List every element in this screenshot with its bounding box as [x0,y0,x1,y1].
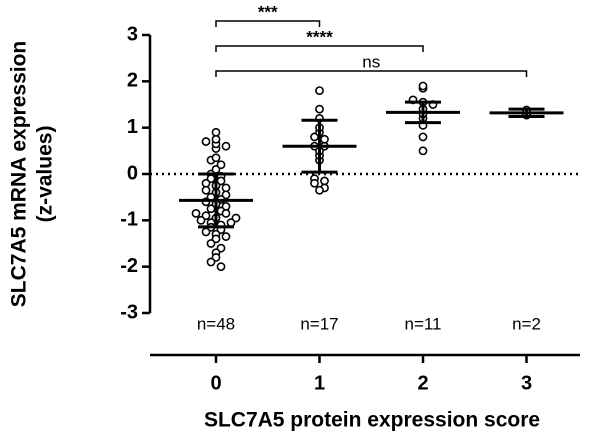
y-axis-label: (z-values) [34,126,57,223]
n-label: n=11 [404,314,441,333]
data-point [196,215,206,225]
x-axis-label: SLC7A5 protein expression score [204,409,540,432]
data-point [221,183,231,193]
data-point [221,141,231,151]
data-point [418,146,428,156]
y-tick-label: -2 [120,255,138,277]
data-point [206,204,216,214]
significance-bracket [215,70,528,77]
x-tick-label: 2 [417,372,428,394]
y-tick-label: 1 [127,116,138,138]
data-point [216,262,226,272]
y-tick-label: 0 [127,162,138,184]
y-tick-label: -3 [120,301,138,323]
data-point [320,134,329,144]
significance-bracket [215,20,321,27]
data-point [315,104,324,114]
significance-label: ns [362,52,380,71]
data-point [418,81,428,91]
data-point [226,218,236,228]
data-point [211,127,221,137]
data-point [315,86,324,95]
data-point [201,227,211,237]
y-tick-label: 3 [127,23,138,45]
x-tick-label: 3 [521,372,532,394]
significance-label: *** [258,2,278,21]
data-point [418,132,428,142]
significance-bracket [215,45,424,52]
data-point [206,257,216,267]
data-point [201,137,211,146]
data-point [201,185,211,195]
data-point [320,176,329,186]
data-point [211,134,221,144]
data-point [315,185,324,195]
y-tick-label: -1 [120,209,138,231]
significance-label: **** [306,27,333,46]
data-point [221,208,231,218]
n-label: n=17 [300,314,338,333]
x-tick-label: 0 [210,372,221,394]
n-label: n=2 [512,314,541,333]
data-point [216,160,226,170]
data-point [310,178,319,188]
data-point [211,153,221,163]
y-axis-label: SLC7A5 mRNA expression [8,41,31,307]
x-tick-label: 1 [314,372,325,394]
n-label: n=48 [197,314,235,333]
data-point [206,239,216,248]
data-point [221,232,231,241]
y-tick-label: 2 [127,70,138,92]
data-point [191,208,201,218]
data-point [201,178,211,188]
